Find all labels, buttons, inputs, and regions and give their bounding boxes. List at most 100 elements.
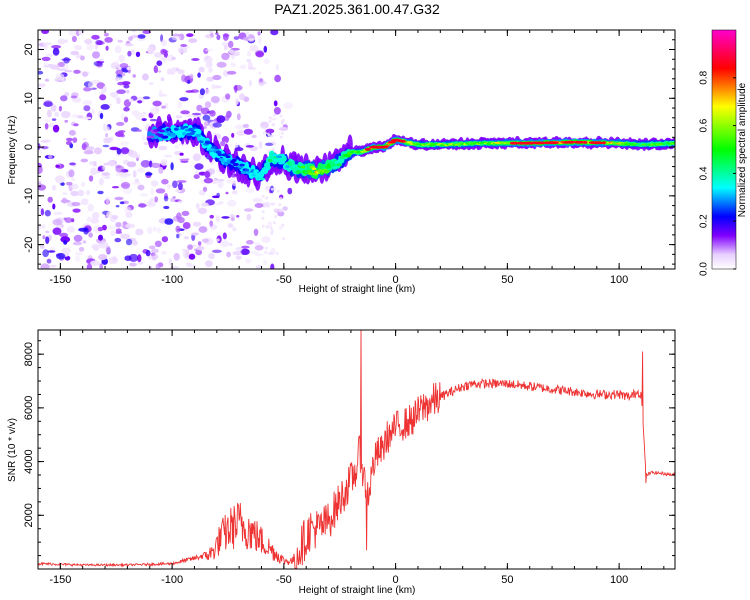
noise-speckle — [251, 134, 257, 139]
noise-speckle — [123, 116, 129, 123]
noise-speckle — [71, 183, 79, 190]
noise-speckle — [223, 44, 228, 51]
noise-speckle — [263, 259, 268, 266]
noise-speckle — [239, 64, 247, 70]
noise-speckle — [93, 147, 103, 155]
ridge-peak — [575, 140, 585, 144]
ridge-mark — [225, 155, 231, 159]
noise-speckle — [110, 230, 116, 237]
noise-speckle — [263, 45, 268, 53]
noise-speckle — [216, 34, 221, 41]
noise-speckle — [80, 158, 89, 163]
noise-speckle — [168, 258, 172, 266]
noise-speckle — [227, 40, 234, 49]
noise-speckle — [117, 77, 124, 81]
noise-speckle — [263, 131, 266, 135]
noise-speckle — [278, 226, 283, 230]
noise-speckle — [281, 121, 284, 125]
noise-speckle — [232, 251, 242, 256]
noise-speckle — [198, 241, 202, 246]
noise-speckle — [169, 266, 180, 269]
ridge-mark — [269, 155, 275, 160]
noise-speckle — [90, 109, 96, 115]
noise-speckle — [93, 161, 97, 167]
ridge-mark — [195, 133, 202, 138]
noise-speckle — [169, 68, 176, 75]
noise-speckle — [202, 114, 211, 121]
noise-speckle — [270, 231, 274, 235]
noise-speckle — [179, 152, 184, 156]
noise-speckle — [59, 232, 69, 238]
noise-speckle — [44, 119, 51, 123]
noise-speckle — [114, 45, 122, 54]
noise-speckle — [47, 250, 56, 253]
noise-speckle — [264, 251, 268, 254]
noise-speckle — [273, 107, 281, 115]
y-tick-label: 20 — [23, 43, 35, 55]
noise-speckle — [287, 187, 293, 195]
noise-speckle — [222, 232, 227, 240]
noise-speckle — [137, 254, 142, 263]
noise-speckle — [45, 78, 49, 82]
noise-speckle — [245, 31, 250, 38]
noise-speckle — [226, 70, 237, 75]
noise-speckle — [43, 65, 53, 68]
noise-speckle — [265, 142, 274, 146]
noise-speckle — [52, 227, 62, 235]
noise-speckle — [205, 260, 213, 268]
noise-speckle — [108, 256, 119, 265]
noise-speckle — [216, 238, 220, 242]
noise-speckle — [147, 46, 155, 55]
noise-speckle — [253, 228, 259, 236]
noise-speckle — [48, 154, 53, 159]
noise-speckle — [132, 170, 137, 178]
noise-speckle — [40, 146, 49, 150]
noise-speckle — [197, 207, 208, 214]
noise-speckle — [272, 148, 275, 152]
noise-speckle — [136, 38, 146, 42]
ridge-mark — [165, 128, 172, 131]
ridge-mark — [311, 167, 317, 171]
noise-speckle — [64, 217, 73, 223]
noise-speckle — [121, 113, 125, 121]
noise-speckle — [204, 171, 211, 179]
noise-speckle — [39, 245, 45, 249]
noise-speckle — [269, 202, 273, 206]
noise-speckle — [52, 203, 56, 210]
noise-speckle — [68, 169, 75, 178]
noise-speckle — [98, 234, 103, 241]
noise-speckle — [217, 180, 224, 189]
noise-speckle — [137, 34, 146, 39]
noise-speckle — [156, 227, 162, 234]
noise-speckle — [267, 204, 271, 208]
noise-speckle — [103, 162, 109, 166]
noise-speckle — [116, 148, 122, 155]
noise-speckle — [99, 240, 108, 249]
noise-speckle — [245, 258, 252, 264]
ridge-mark — [210, 146, 217, 149]
noise-speckle — [272, 187, 276, 191]
noise-speckle — [229, 242, 233, 247]
noise-speckle — [52, 47, 60, 56]
noise-speckle — [120, 147, 130, 155]
noise-speckle — [242, 123, 249, 128]
spectrogram-y-axis: -20 -10 0 10 20 — [23, 29, 675, 265]
noise-speckle — [188, 253, 196, 260]
noise-speckle — [63, 240, 68, 245]
noise-speckle — [58, 105, 63, 112]
noise-speckle — [98, 177, 104, 186]
noise-speckle — [56, 252, 66, 260]
noise-speckle — [107, 225, 117, 230]
noise-speckle — [60, 236, 71, 243]
noise-speckle — [51, 45, 62, 49]
noise-speckle — [245, 145, 254, 148]
noise-speckle — [70, 95, 78, 99]
ridge-mark — [329, 163, 336, 167]
noise-speckle — [173, 252, 180, 261]
noise-speckle — [254, 203, 264, 208]
ridge-mark — [671, 142, 675, 144]
noise-speckle — [69, 162, 76, 166]
noise-speckle — [163, 205, 170, 210]
noise-speckle — [166, 54, 175, 62]
noise-speckle — [73, 234, 83, 242]
